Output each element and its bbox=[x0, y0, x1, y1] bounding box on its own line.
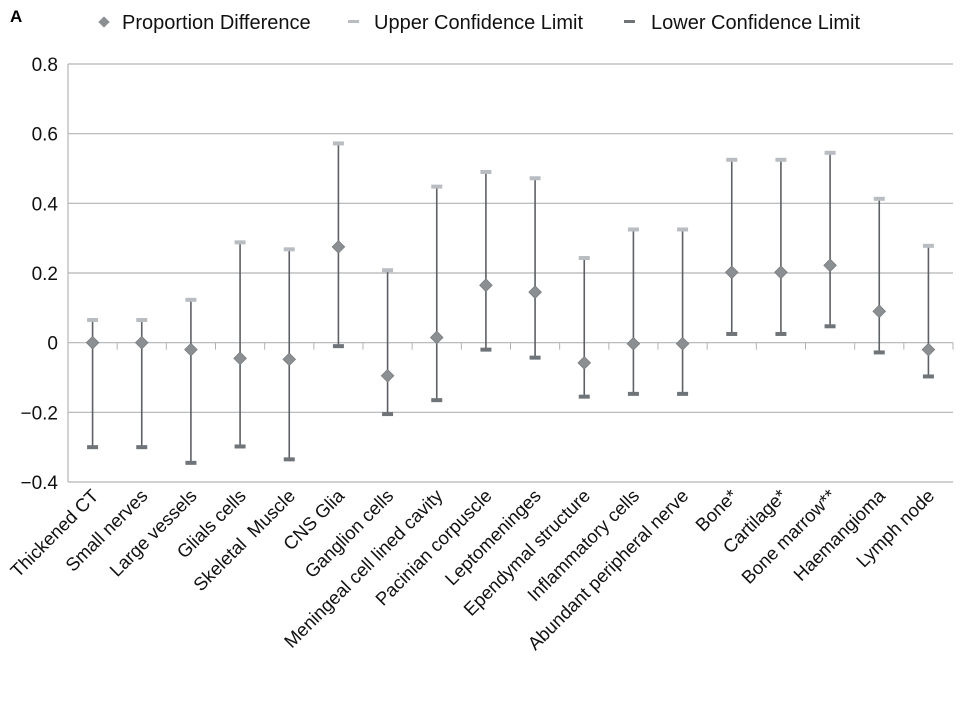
gridlines bbox=[67, 63, 953, 483]
upper-confidence-cap bbox=[136, 318, 148, 323]
proportion-difference-point bbox=[380, 368, 395, 383]
lower-confidence-cap bbox=[824, 324, 836, 329]
upper-confidence-cap bbox=[382, 268, 394, 273]
lower-confidence-cap bbox=[529, 355, 541, 360]
legend-item-upper-confidence-limit: Upper Confidence Limit bbox=[348, 12, 583, 34]
proportion-difference-point bbox=[85, 335, 100, 350]
lower-confidence-cap bbox=[726, 331, 738, 336]
proportion-difference-point bbox=[134, 335, 149, 350]
proportion-difference-point bbox=[233, 351, 247, 366]
upper-confidence-cap bbox=[529, 176, 541, 181]
upper-confidence-cap bbox=[578, 256, 590, 261]
y-tick-label: −0.2 bbox=[20, 403, 58, 424]
legend-diamond-icon bbox=[98, 16, 110, 28]
legend-item-proportion-difference: Proportion Difference bbox=[98, 12, 311, 34]
data-marks bbox=[85, 141, 936, 465]
proportion-difference-point bbox=[429, 330, 444, 345]
proportion-difference-point bbox=[479, 278, 493, 292]
upper-confidence-cap bbox=[726, 157, 738, 162]
y-tick-label: 0.2 bbox=[32, 264, 58, 285]
proportion-difference-point bbox=[872, 304, 887, 319]
legend-label-lower-confidence-limit: Lower Confidence Limit bbox=[651, 12, 860, 34]
lower-confidence-cap bbox=[87, 445, 99, 450]
upper-confidence-cap bbox=[87, 318, 99, 323]
lower-confidence-cap bbox=[136, 445, 148, 450]
proportion-difference-point bbox=[626, 336, 641, 351]
y-tick-label: 0 bbox=[47, 334, 58, 355]
proportion-difference-point bbox=[921, 342, 936, 357]
upper-confidence-cap bbox=[627, 227, 639, 232]
lower-confidence-cap bbox=[431, 398, 443, 403]
proportion-difference-point bbox=[528, 285, 542, 299]
legend: Proportion Difference Upper Confidence L… bbox=[98, 12, 860, 34]
lower-confidence-cap bbox=[677, 391, 689, 396]
lower-confidence-cap bbox=[922, 374, 934, 379]
proportion-difference-point bbox=[331, 240, 346, 254]
lower-confidence-cap bbox=[480, 347, 492, 352]
lower-confidence-cap bbox=[775, 331, 787, 336]
upper-confidence-cap bbox=[677, 227, 689, 232]
proportion-difference-point bbox=[774, 265, 788, 280]
lower-confidence-cap bbox=[283, 457, 295, 462]
lower-confidence-cap bbox=[185, 460, 197, 465]
lower-confidence-cap bbox=[578, 394, 590, 399]
upper-confidence-cap bbox=[332, 141, 344, 146]
upper-confidence-cap bbox=[431, 184, 443, 189]
upper-confidence-cap bbox=[775, 157, 787, 162]
upper-confidence-cap bbox=[873, 196, 885, 201]
lower-confidence-cap bbox=[382, 412, 394, 417]
legend-label-upper-confidence-limit: Upper Confidence Limit bbox=[374, 12, 583, 34]
lower-confidence-cap bbox=[873, 350, 885, 355]
y-axis-ticks: −0.4 −0.2 0 0.2 0.4 0.6 0.8 bbox=[20, 55, 58, 494]
lower-confidence-cap bbox=[332, 344, 344, 349]
upper-confidence-cap bbox=[824, 150, 836, 155]
lower-confidence-cap bbox=[234, 444, 246, 449]
legend-item-lower-confidence-limit: Lower Confidence Limit bbox=[624, 12, 860, 34]
upper-confidence-cap bbox=[234, 240, 246, 245]
x-axis-ticks bbox=[67, 342, 954, 350]
proportion-difference-point bbox=[282, 352, 297, 367]
upper-confidence-cap bbox=[480, 169, 492, 174]
y-tick-label: 0.8 bbox=[32, 55, 58, 76]
proportion-difference-point bbox=[823, 258, 837, 273]
proportion-difference-point bbox=[724, 265, 739, 280]
proportion-difference-point bbox=[577, 356, 592, 370]
upper-confidence-cap bbox=[283, 247, 295, 252]
y-tick-label: −0.4 bbox=[20, 473, 58, 494]
upper-confidence-cap bbox=[185, 297, 197, 302]
y-tick-label: 0.6 bbox=[32, 125, 58, 146]
legend-lower-dash-icon bbox=[624, 20, 635, 23]
upper-confidence-cap bbox=[922, 243, 934, 248]
legend-upper-dash-icon bbox=[348, 20, 359, 23]
proportion-difference-point bbox=[184, 342, 198, 357]
proportion-difference-point bbox=[675, 336, 690, 351]
y-tick-label: 0.4 bbox=[32, 194, 59, 215]
legend-label-proportion-difference: Proportion Difference bbox=[122, 12, 311, 34]
panel-label: A bbox=[10, 7, 22, 26]
lower-confidence-cap bbox=[627, 391, 639, 396]
